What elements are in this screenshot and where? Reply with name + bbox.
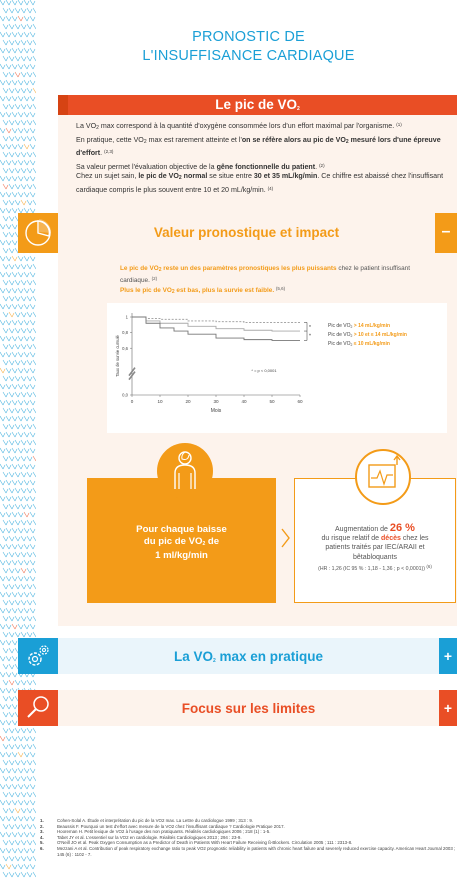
significance-bracket [304, 322, 308, 341]
pie-chart-icon [18, 213, 58, 253]
reference-text: Beaussis F. Pourquoi un test d'effort av… [57, 823, 285, 829]
reference-number: 6. [40, 845, 44, 851]
arrow-icon [281, 528, 291, 548]
section1-tab [58, 95, 68, 115]
chart-svg: 0 10 20 30 40 50 60 0,0 0,6 0,8 1 Mois Taux de survi… [115, 313, 407, 414]
reference-item: 3. Hooreman H. Petit lexique de VO2 à l'u… [40, 829, 457, 835]
section3-title: La VO2 max en pratique [58, 638, 439, 674]
heart-monitor-icon [355, 449, 411, 505]
reference-number: 2. [40, 823, 44, 829]
reference-number: 3. [40, 829, 44, 835]
y-axis-label: Taux de survie cumulé [115, 335, 120, 377]
section3-header[interactable]: La VO2 max en pratique + [18, 638, 457, 674]
side-pattern [0, 0, 36, 878]
reference-item: 1. Cohen-Solal A. Étude et interprétation… [40, 818, 457, 824]
reference-text: Tabet JY et al. L'essentiel sur la VO2 e… [57, 834, 242, 840]
sec1-paragraph-2: En pratique, cette VO2 max est rarement … [76, 135, 441, 158]
x-tick-label: 0 [131, 399, 134, 404]
expand-button[interactable]: + [439, 690, 457, 726]
x-tick-label: 50 [269, 399, 275, 404]
reference-number: 5. [40, 840, 44, 846]
y-tick-label: 0,6 [122, 346, 128, 351]
legend-entry-1: Pic de VO2 > 14 mL/kg/min [328, 323, 390, 329]
section2-header[interactable]: Valeur pronostique et impact – [18, 213, 457, 253]
x-tick-label: 30 [213, 399, 219, 404]
x-tick-label: 40 [241, 399, 247, 404]
legend-entry-2: Pic de VO2 > 10 et ≤ 14 mL/kg/min [328, 332, 407, 338]
intro-line2: Plus le pic de VO2 est bas, plus la surv… [120, 286, 286, 296]
x-tick-label: 60 [297, 399, 303, 404]
y-tick-label: 0,8 [122, 330, 128, 335]
legend-entry-3: Pic de VO2 ≤ 10 mL/kg/min [328, 341, 390, 347]
section2-body: Le pic de VO2 reste un des paramètres pr… [58, 253, 457, 626]
sec1-paragraph-1: La VO2 max correspond à la quantité d'ox… [76, 122, 402, 131]
gears-icon [18, 638, 58, 674]
x-axis-label: Mois [211, 408, 222, 414]
references-list: 1. Cohen-Solal A. Étude et interprétation… [40, 818, 457, 857]
section1-heading: Le pic de VO2 [58, 95, 457, 115]
runner-icon [157, 443, 213, 499]
expand-button[interactable]: + [439, 638, 457, 674]
reference-item: 4. Tabet JY et al. L'essentiel sur la VO2… [40, 835, 457, 841]
reference-number: 4. [40, 834, 44, 840]
series-line-2 [132, 316, 300, 332]
reference-item: 5. O'Neill JO et al. Peak Oxygen Consumpt… [40, 840, 457, 846]
content-panel: PRONOSTIC DE L'INSUFFISANCE CARDIAQUE Le… [18, 0, 457, 878]
x-tick-label: 20 [185, 399, 191, 404]
series-line-3 [132, 316, 300, 341]
p-value-annotation: * = p < 0,0001 [251, 368, 277, 373]
intro-line1: Le pic de VO2 reste un des paramètres pr… [120, 265, 411, 284]
sec1-paragraph-3: Sa valeur permet l'évaluation objective … [76, 162, 444, 194]
reference-text: Cohen-Solal A. Étude et interprétation d… [57, 818, 253, 823]
magnifier-icon [18, 690, 58, 726]
axis-break-mark [128, 367, 136, 381]
section4-header[interactable]: Focus sur les limites + [18, 690, 457, 726]
section1-body: La VO2 max correspond à la quantité d'ox… [58, 115, 457, 213]
section2-title: Valeur pronostique et impact [58, 213, 435, 253]
title-line1: PRONOSTIC DE [192, 29, 305, 45]
asterisk-1: * [309, 325, 311, 331]
survival-chart: 0 10 20 30 40 50 60 0,0 0,6 0,8 1 Mois Taux de survi… [107, 303, 447, 433]
asterisk-2: * [309, 334, 311, 340]
reference-text: Mezzani A et al. Contribution of peak re… [57, 845, 456, 857]
page-title: PRONOSTIC DE L'INSUFFISANCE CARDIAQUE [40, 28, 457, 66]
y-tick-label: 0,0 [122, 393, 128, 398]
collapse-button[interactable]: – [435, 213, 457, 253]
section2-intro: Le pic de VO2 reste un des paramètres pr… [120, 265, 441, 297]
y-tick-label: 1 [126, 315, 129, 320]
reference-text: O'Neill JO et al. Peak Oxygen Consumptio… [57, 840, 353, 846]
reference-item: 6. Mezzani A et al. Contribution of peak … [40, 846, 457, 857]
reference-text: Hooreman H. Petit lexique de VO2 à l'usa… [57, 829, 271, 835]
reference-item: 2. Beaussis F. Pourquoi un test d'effort … [40, 824, 457, 830]
title-line2: L'INSUFFISANCE CARDIAQUE [142, 48, 355, 64]
x-tick-label: 10 [157, 399, 163, 404]
reference-number: 1. [40, 818, 44, 823]
series-line-1 [132, 316, 300, 323]
section4-title: Focus sur les limites [58, 690, 439, 726]
